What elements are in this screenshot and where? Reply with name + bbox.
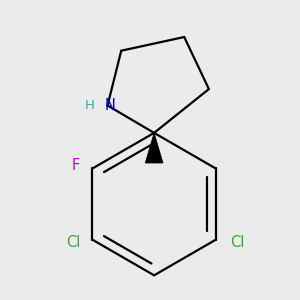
Text: N: N [105,98,116,113]
Text: F: F [72,158,80,173]
Text: H: H [85,99,95,112]
Polygon shape [145,133,163,163]
Text: Cl: Cl [230,235,245,250]
Text: Cl: Cl [66,235,80,250]
